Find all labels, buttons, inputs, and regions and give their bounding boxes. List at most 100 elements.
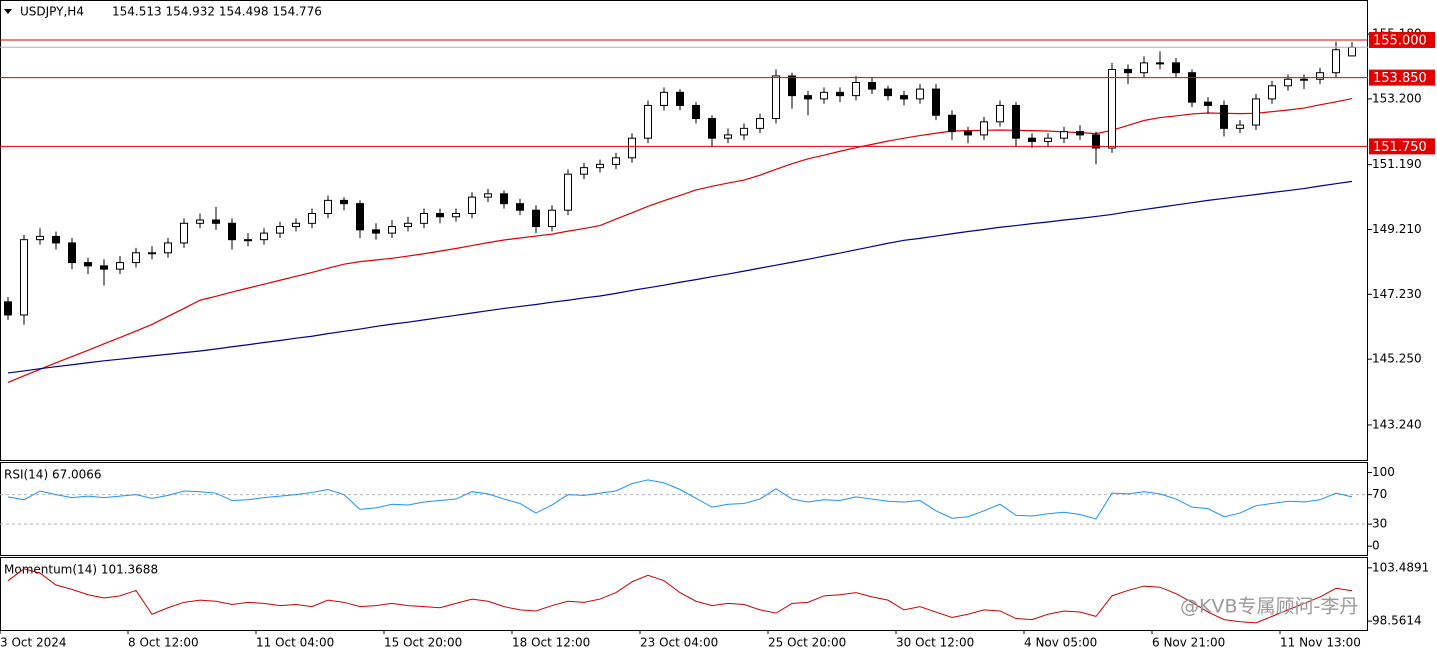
- momentum-panel-frame: [0, 557, 1368, 631]
- y-tick-label: 143.240: [1372, 417, 1422, 431]
- rsi-panel-frame: [0, 462, 1368, 556]
- level-label: 155.000: [1373, 33, 1427, 48]
- candle-body: [436, 212, 444, 218]
- candle-body: [1204, 101, 1212, 106]
- candle-body: [132, 252, 140, 264]
- y-tick-label: 100: [1372, 465, 1395, 479]
- candle-body: [1108, 68, 1116, 149]
- x-tick-label: 4 Nov 05:00: [1024, 636, 1097, 649]
- level-label: 153.850: [1373, 71, 1427, 86]
- candle-body: [324, 199, 332, 214]
- candle-body: [692, 104, 700, 120]
- y-tick-label: 153.200: [1372, 91, 1422, 105]
- candle-body: [980, 121, 988, 136]
- candle-body: [644, 104, 652, 139]
- candle-body: [1316, 72, 1324, 80]
- candle-body: [1332, 49, 1340, 74]
- candle-body: [788, 75, 796, 97]
- moving-average-line: [7, 180, 1353, 374]
- candle-body: [740, 127, 748, 136]
- candle-body: [1092, 134, 1100, 149]
- candle-body: [564, 173, 572, 211]
- candle-body: [868, 82, 876, 90]
- candle-body: [1348, 46, 1356, 57]
- candle-body: [420, 212, 428, 224]
- candle-body: [676, 91, 684, 106]
- level-label: 151.750: [1373, 140, 1427, 155]
- candle-body: [308, 212, 316, 224]
- level-label-box: [1369, 31, 1435, 48]
- candle-body: [244, 239, 252, 242]
- candle-body: [1028, 137, 1036, 142]
- candle-body: [1156, 62, 1164, 65]
- candle-body: [1076, 131, 1084, 136]
- candle-body: [116, 262, 124, 270]
- ohlc-header: 154.513 154.932 154.498 154.776: [112, 5, 322, 19]
- candle-body: [596, 163, 604, 169]
- indicator-line: [7, 568, 1353, 624]
- candle-body: [1236, 124, 1244, 129]
- candle-body: [948, 114, 956, 133]
- candle-body: [388, 226, 396, 234]
- x-tick-label: 6 Nov 21:00: [1152, 636, 1225, 649]
- y-tick-label: 151.190: [1372, 157, 1422, 171]
- momentum-title: Momentum(14) 101.3688: [4, 563, 158, 577]
- candle-body: [4, 301, 12, 316]
- y-tick-label: 149.210: [1372, 222, 1422, 236]
- candle-body: [1284, 78, 1292, 87]
- candle-body: [1188, 72, 1196, 103]
- y-tick-label: 103.4891: [1372, 560, 1429, 574]
- y-tick-label: 145.250: [1372, 352, 1422, 366]
- candle-body: [84, 262, 92, 267]
- candle-body: [1172, 62, 1180, 74]
- y-tick-label: 70: [1372, 487, 1387, 501]
- candle-body: [276, 226, 284, 234]
- candle-body: [548, 209, 556, 228]
- y-tick-label: 0: [1372, 539, 1380, 553]
- x-tick-label: 30 Oct 12:00: [896, 636, 974, 649]
- candle-body: [932, 88, 940, 116]
- candle-body: [148, 252, 156, 255]
- candle-body: [356, 203, 364, 231]
- candle-body: [628, 137, 636, 159]
- candle-body: [372, 229, 380, 234]
- candle-body: [836, 91, 844, 97]
- candle-body: [772, 75, 780, 120]
- candle-body: [996, 104, 1004, 123]
- candle-body: [292, 222, 300, 228]
- indicator-line: [7, 479, 1353, 520]
- candle-body: [484, 193, 492, 198]
- candle-body: [228, 222, 236, 241]
- candle-body: [260, 232, 268, 241]
- candle-body: [1012, 104, 1020, 139]
- candle-body: [340, 199, 348, 205]
- candle-body: [820, 91, 828, 100]
- candle-body: [1268, 85, 1276, 100]
- y-tick-label: 98.5614: [1372, 614, 1422, 628]
- candle-body: [916, 88, 924, 100]
- candle-body: [724, 134, 732, 139]
- x-tick-label: 23 Oct 04:00: [640, 636, 718, 649]
- candle-body: [900, 95, 908, 100]
- candle-body: [1124, 68, 1132, 74]
- candle-body: [468, 196, 476, 214]
- candle-body: [884, 88, 892, 97]
- candle-body: [1252, 98, 1260, 126]
- x-tick-label: 11 Oct 04:00: [256, 636, 334, 649]
- candle-body: [580, 167, 588, 175]
- candle-body: [852, 82, 860, 97]
- x-tick-label: 15 Oct 20:00: [384, 636, 462, 649]
- moving-average-line: [7, 97, 1353, 383]
- candle-body: [20, 239, 28, 316]
- candle-body: [1140, 62, 1148, 74]
- x-tick-label: 11 Nov 13:00: [1280, 636, 1361, 649]
- candle-body: [964, 131, 972, 136]
- candle-body: [1220, 104, 1228, 129]
- x-tick-label: 3 Oct 2024: [0, 636, 67, 649]
- y-tick-label: 147.230: [1372, 287, 1422, 301]
- candle-body: [36, 235, 44, 241]
- candle-body: [660, 91, 668, 106]
